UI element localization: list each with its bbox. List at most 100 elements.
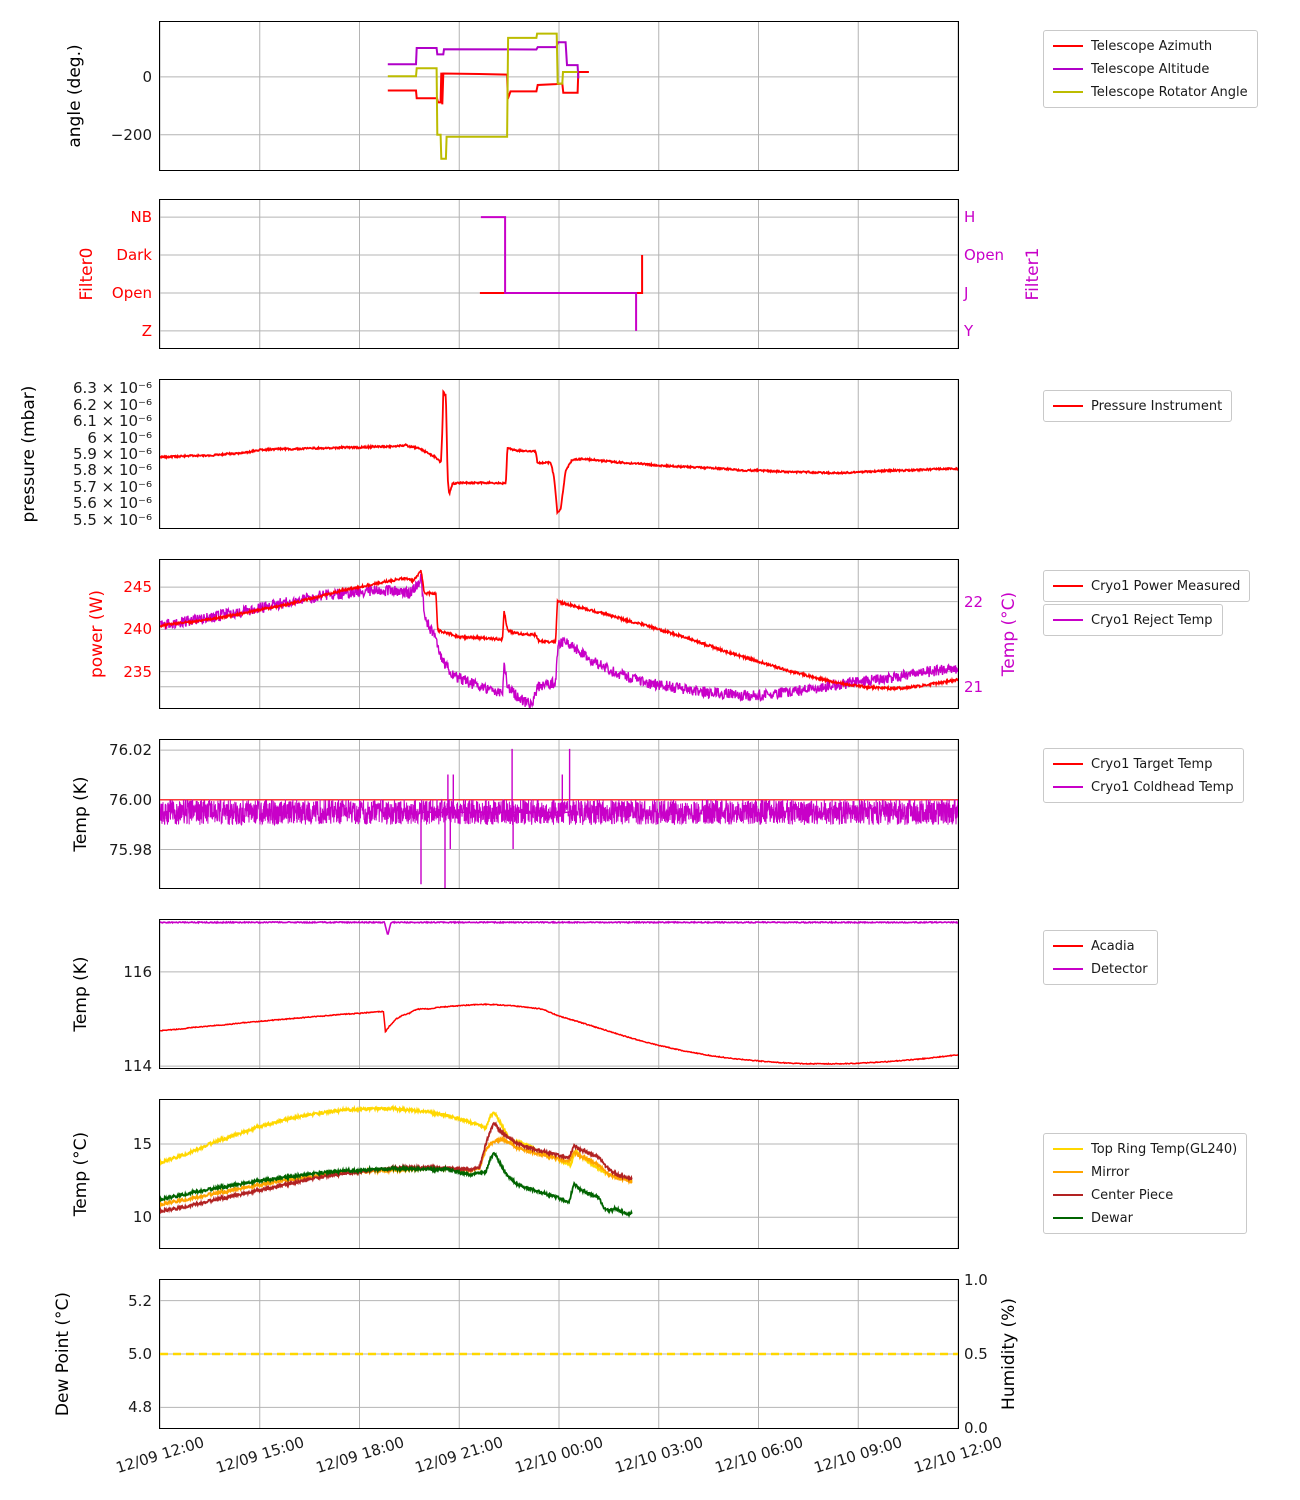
ytick-filters-left-1: Dark [116,246,152,265]
legend-label: Dewar [1091,1210,1133,1226]
series-telescope-rotator-angle [387,32,578,160]
ytick-acadia-detector-left-0: 116 [123,962,152,981]
legend-line-swatch [1053,405,1083,407]
legend-cryo-temp-0: Cryo1 Target Temp Cryo1 Coldhead Temp [1043,748,1244,803]
panel-filters-plot [160,200,958,348]
legend-label: Acadia [1091,938,1135,954]
panel-structure-temps-plot [160,1100,958,1248]
ytick-pressure-left-8: 5.5 × 10⁻⁶ [73,510,152,529]
legend-label: Mirror [1091,1164,1130,1180]
ytick-pressure-left-4: 5.9 × 10⁻⁶ [73,445,152,463]
ytick-filters-left-0: NB [130,208,152,227]
axis-label-filters-left: Filter0 [77,247,97,301]
series-dewar [160,1151,633,1219]
legend-label: Cryo1 Power Measured [1091,578,1241,594]
xtick-3: 12/09 21:00 [412,1433,506,1477]
ytick-pressure-left-2: 6.1 × 10⁻⁶ [73,412,152,431]
panel-acadia-detector-plot [160,920,958,1068]
ytick-dew-humidity-left-2: 4.8 [128,1398,152,1417]
series-acadia [160,1002,958,1066]
legend-line-swatch [1053,619,1083,621]
legend-label: Telescope Azimuth [1091,38,1213,54]
panel-pressure-plot [160,380,958,528]
ytick-angle-left-1: −200 [110,125,152,144]
ytick-filters-right-0: H [964,208,976,227]
legend-line-swatch [1053,68,1083,70]
ytick-pressure-left-3: 6 × 10⁻⁶ [87,428,152,447]
series-pressure-instrument [160,389,958,516]
ytick-cryo-temp-left-0: 76.02 [109,741,152,760]
legend-entry-mirror: Mirror [1053,1162,1237,1182]
legend-entry-detector: Detector [1053,959,1148,979]
legend-line-swatch [1053,1194,1083,1196]
ytick-structure-temps-left-0: 15 [132,1134,152,1153]
xtick-5: 12/10 03:00 [612,1433,705,1477]
ytick-filters-left-2: Open [111,283,152,302]
ytick-filters-right-3: Y [964,321,974,340]
ytick-structure-temps-left-1: 10 [132,1208,152,1227]
legend-entry-cryo1-target-temp: Cryo1 Target Temp [1053,754,1234,774]
panel-dew-humidity-plot [160,1280,958,1428]
legend-entry-top-ring-temp-gl240-: Top Ring Temp(GL240) [1053,1139,1237,1159]
series-cryo1-coldhead-spikes [420,748,571,888]
ytick-dew-humidity-left-0: 5.2 [128,1291,152,1310]
ytick-cryo-power-left-2: 235 [123,662,152,681]
ytick-cryo-power-right-0: 22 [964,592,984,611]
legend-line-swatch [1053,1171,1083,1173]
ytick-angle-left-0: 0 [142,67,152,86]
legend-entry-telescope-azimuth: Telescope Azimuth [1053,36,1248,56]
legend-entry-telescope-altitude: Telescope Altitude [1053,59,1248,79]
legend-label: Detector [1091,961,1148,977]
ytick-cryo-power-right-1: 21 [964,677,984,696]
legend-entry-telescope-rotator-angle: Telescope Rotator Angle [1053,82,1248,102]
legend-label: Cryo1 Coldhead Temp [1091,779,1234,795]
legend-entry-cryo1-coldhead-temp: Cryo1 Coldhead Temp [1053,777,1234,797]
ytick-dew-humidity-right-1: 0.5 [964,1345,988,1363]
panel-cryo-power-plot [160,560,958,708]
axis-label-cryo-power-right: Temp (°C) [999,591,1019,677]
legend-line-swatch [1053,585,1083,587]
series-cryo1-reject-temp [160,573,958,708]
legend-line-swatch [1053,1148,1083,1150]
legend-line-swatch [1053,1217,1083,1219]
legend-line-swatch [1053,945,1083,947]
legend-label: Pressure Instrument [1091,398,1223,414]
xtick-7: 12/10 09:00 [811,1433,905,1477]
ytick-acadia-detector-left-1: 114 [123,1057,152,1076]
legend-line-swatch [1053,968,1083,970]
legend-angle-0: Telescope Azimuth Telescope Altitude Teles… [1043,30,1258,108]
series-cryo1-coldhead-temp [160,798,958,827]
legend-label: Cryo1 Target Temp [1091,756,1213,772]
series-filter1 [480,216,638,331]
legend-entry-acadia: Acadia [1053,936,1148,956]
ytick-pressure-left-6: 5.7 × 10⁻⁶ [73,477,152,496]
ytick-filters-right-1: Open [964,246,1005,265]
ytick-pressure-left-1: 6.2 × 10⁻⁶ [73,395,152,414]
panel-angle-plot [160,22,958,170]
legend-label: Cryo1 Reject Temp [1091,612,1213,628]
ytick-cryo-power-left-0: 245 [123,578,152,597]
ytick-filters-left-3: Z [141,321,152,340]
legend-label: Telescope Altitude [1091,61,1210,77]
series-telescope-altitude [387,41,580,79]
legend-entry-cryo1-power-measured: Cryo1 Power Measured [1053,576,1240,596]
ytick-cryo-temp-left-2: 75.98 [109,840,152,859]
ytick-pressure-left-5: 5.8 × 10⁻⁶ [73,461,152,480]
ytick-pressure-left-0: 6.3 × 10⁻⁶ [73,379,152,398]
axis-label-dew-humidity-left: Dew Point (°C) [53,1291,73,1417]
legend-line-swatch [1053,786,1083,788]
legend-label: Top Ring Temp(GL240) [1091,1141,1238,1157]
ytick-dew-humidity-left-1: 5.0 [128,1345,152,1363]
series-cryo1-power-measured [160,569,958,692]
ytick-cryo-power-left-1: 240 [123,620,152,639]
legend-entry-dewar: Dewar [1053,1208,1237,1228]
series-mirror [160,1135,633,1208]
series-detector [160,920,958,935]
legend-entry-pressure-instrument: Pressure Instrument [1053,396,1222,416]
legend-line-swatch [1053,45,1083,47]
ytick-dew-humidity-right-2: 0.0 [964,1419,988,1437]
xtick-1: 12/09 15:00 [213,1433,306,1477]
axis-label-pressure-left: pressure (mbar) [19,385,39,523]
xtick-2: 12/09 18:00 [313,1433,406,1477]
